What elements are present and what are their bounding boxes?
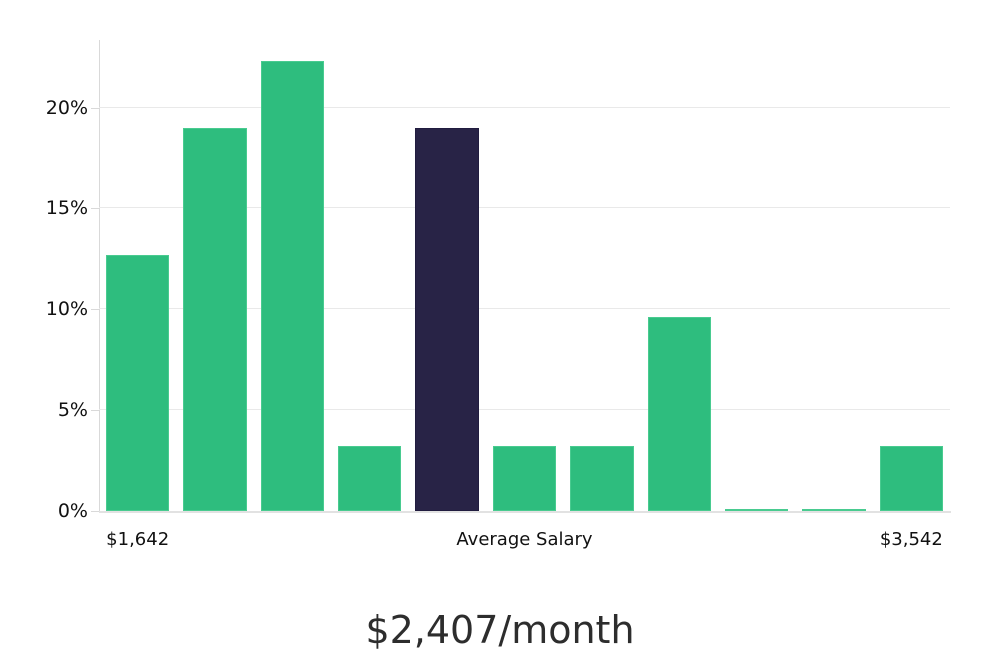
y-tick-mark-10% — [91, 309, 99, 311]
y-axis-line — [99, 40, 100, 512]
bar-8 — [647, 317, 711, 511]
y-tick-mark-15% — [91, 208, 99, 210]
gridline-5% — [99, 409, 950, 411]
y-tick-label-5%: 5% — [57, 399, 88, 422]
bar-1 — [105, 254, 170, 511]
bar-9 — [724, 508, 789, 511]
bar-7 — [570, 446, 634, 511]
x-tick-label--1-642: $1,642 — [106, 529, 170, 550]
gridline-15% — [99, 207, 950, 209]
y-tick-label-10%: 10% — [45, 298, 88, 321]
plot-area — [99, 40, 950, 511]
y-tick-mark-0% — [91, 511, 99, 512]
chart-title: $2,407/month — [365, 608, 635, 652]
bar-6 — [492, 446, 557, 511]
y-tick-label-0%: 0% — [57, 500, 88, 522]
x-axis-line — [99, 511, 951, 513]
bar-average-salary-highlight — [415, 127, 479, 511]
x-tick-label--3-542: $3,542 — [879, 529, 943, 550]
y-tick-mark-20% — [91, 107, 99, 109]
bar-10 — [802, 508, 866, 511]
bar-4 — [338, 446, 402, 511]
bar-3 — [260, 61, 325, 511]
gridline-10% — [99, 308, 950, 310]
y-tick-label-15%: 15% — [45, 197, 88, 220]
bar-2 — [183, 127, 247, 511]
gridline-20% — [99, 106, 950, 108]
x-tick-label-average-salary: Average Salary — [456, 529, 593, 550]
bar-11 — [879, 446, 944, 511]
y-tick-label-20%: 20% — [45, 96, 88, 119]
y-tick-mark-5% — [91, 410, 99, 412]
